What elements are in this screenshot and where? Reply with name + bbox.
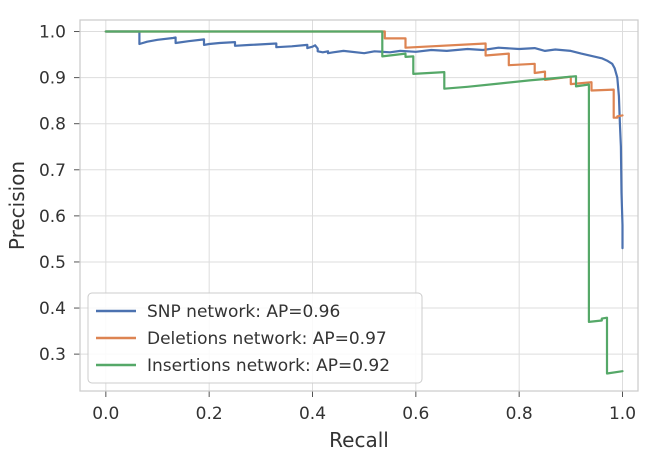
y-axis-ticks: 0.3 0.4 0.5 0.6 0.7 0.8 0.9 1.0 [39, 23, 80, 365]
legend-label-deletions: Deletions network: AP=0.97 [147, 329, 387, 349]
y-tick-label: 1.0 [39, 23, 66, 43]
y-tick-label: 0.9 [39, 69, 66, 89]
series-line-deletions [104, 30, 624, 119]
x-axis-ticks: 0.0 0.2 0.4 0.6 0.8 1.0 [92, 391, 636, 424]
x-tick-label: 0.8 [506, 404, 533, 424]
plot-frame [79, 19, 639, 392]
legend-label-insertions: Insertions network: AP=0.92 [147, 356, 390, 376]
y-tick-label: 0.7 [39, 161, 66, 181]
x-tick-label: 0.2 [196, 404, 223, 424]
data-series [104, 30, 624, 375]
y-tick-label: 0.3 [39, 345, 66, 365]
y-axis-label: Precision [5, 161, 29, 250]
x-axis-label: Recall [329, 428, 389, 452]
legend: SNP network: AP=0.96 Deletions network: … [87, 292, 423, 384]
legend-label-snp: SNP network: AP=0.96 [147, 302, 340, 322]
x-tick-label: 0.4 [299, 404, 326, 424]
x-tick-label: 0.0 [92, 404, 119, 424]
y-tick-label: 0.6 [39, 207, 66, 227]
series-line-insertions [104, 30, 624, 375]
legend-box [87, 292, 423, 384]
y-tick-label: 0.4 [39, 299, 66, 319]
series-line-snp [104, 30, 624, 250]
x-tick-label: 0.6 [402, 404, 429, 424]
x-tick-label: 1.0 [609, 404, 636, 424]
y-tick-label: 0.8 [39, 115, 66, 135]
y-tick-label: 0.5 [39, 253, 66, 273]
